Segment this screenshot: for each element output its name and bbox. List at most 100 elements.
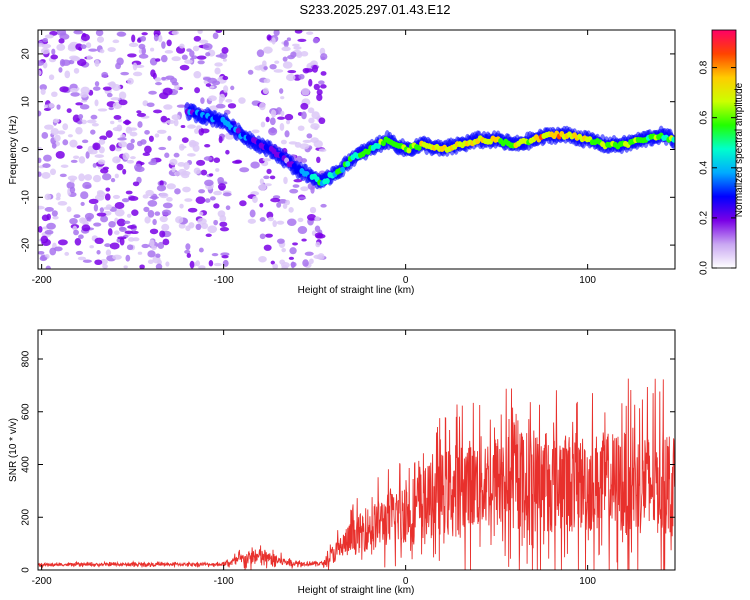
spectrogram-noise-cell: [125, 254, 131, 262]
spectrogram-noise-cell: [272, 263, 279, 269]
spectrogram-noise-cell: [159, 192, 169, 199]
spectrogram-noise-cell: [304, 251, 314, 256]
spectrogram-noise-cell: [308, 258, 314, 265]
spectrogram-noise-cell: [256, 49, 265, 58]
x-tick-label: -200: [32, 275, 52, 286]
spectrogram-noise-cell: [279, 123, 285, 131]
spectrogram-noise-cell: [81, 224, 91, 232]
spectrogram-noise-cell: [259, 217, 266, 222]
spectrogram-noise-cell: [93, 204, 99, 212]
spectrogram-noise-cell: [284, 130, 290, 138]
spectrogram-noise-cell: [86, 119, 97, 124]
spectrogram-noise-cell: [51, 48, 56, 55]
spectrogram-noise-cell: [161, 41, 166, 49]
spectrogram-noise-cell: [308, 117, 315, 124]
spectrogram-noise-cell: [315, 241, 321, 248]
spectrogram-noise-cell: [282, 61, 293, 69]
spectrogram-noise-cell: [56, 43, 66, 51]
spectrogram-noise-cell: [308, 78, 313, 87]
spectrogram-noise-cell: [286, 37, 292, 42]
spectrogram-noise-cell: [215, 168, 220, 172]
spectrogram-noise-cell: [213, 190, 223, 196]
spectrogram-noise-cell: [85, 42, 92, 49]
spectrogram-noise-cell: [192, 45, 200, 52]
spectrogram-noise-cell: [214, 62, 223, 67]
spectrogram-noise-cell: [300, 186, 309, 192]
spectrogram-noise-cell: [260, 121, 266, 128]
spectrogram-noise-cell: [285, 119, 291, 125]
spectrogram-noise-cell: [140, 139, 147, 145]
spectrogram-noise-cell: [166, 39, 172, 47]
spectrogram-noise-cell: [230, 85, 235, 91]
spectrogram-noise-cell: [80, 191, 89, 200]
spectrogram-noise-cell: [107, 228, 113, 236]
spectrogram-noise-cell: [312, 37, 320, 44]
spectrogram-noise-cell: [118, 91, 127, 100]
spectrogram-noise-cell: [184, 59, 193, 64]
spectrogram-noise-cell: [259, 233, 266, 240]
spectrogram-noise-cell: [144, 129, 150, 135]
spectrogram-noise-cell: [60, 164, 69, 168]
spectrogram-noise-cell: [88, 198, 99, 205]
spectrogram-noise-cell: [76, 58, 87, 67]
spectrogram-noise-cell: [219, 227, 230, 232]
spectrogram-noise-cell: [225, 205, 231, 211]
spectrogram-noise-cell: [115, 147, 122, 152]
spectrogram-noise-cell: [162, 87, 173, 96]
spectrogram-noise-cell: [266, 34, 272, 41]
spectrogram-noise-cell: [169, 158, 178, 166]
spectrogram-noise-cell: [51, 142, 57, 149]
spectrogram-noise-cell: [259, 203, 264, 208]
spectrogram-noise-cell: [187, 153, 196, 157]
spectrogram-noise-cell: [217, 183, 226, 191]
spectrogram-noise-cell: [123, 220, 131, 224]
spectrogram-noise-cell: [301, 238, 307, 242]
spectrogram-noise-cell: [288, 141, 298, 145]
spectrogram-noise-cell: [130, 138, 135, 144]
spectrogram-noise-cell: [80, 119, 87, 125]
spectrogram-noise-cell: [155, 58, 161, 62]
spectrogram-noise-cell: [150, 47, 155, 52]
spectrogram-noise-cell: [130, 156, 136, 160]
spectrogram-noise-cell: [147, 250, 156, 258]
spectrogram-noise-cell: [75, 102, 83, 106]
spectrogram-noise-cell: [171, 81, 179, 86]
spectrogram-noise-cell: [105, 130, 113, 138]
spectrogram-noise-cell: [318, 117, 326, 125]
spectrogram-noise-cell: [162, 202, 173, 209]
spectrogram-noise-cell: [155, 263, 163, 269]
spectrogram-noise-cell: [262, 60, 267, 67]
spectrogram-noise-cell: [292, 184, 300, 188]
spectrogram-noise-cell: [280, 139, 287, 145]
spectrogram-noise-cell: [67, 134, 73, 138]
spectrogram-noise-cell: [102, 86, 112, 91]
spectrogram-noise-cell: [320, 84, 327, 89]
spectrogram-noise-cell: [288, 256, 295, 260]
spectrogram-noise-cell: [304, 68, 314, 73]
spectrogram-noise-cell: [44, 34, 54, 39]
spectrogram-noise-cell: [157, 259, 162, 265]
spectrogram-noise-cell: [161, 223, 170, 231]
spectrogram-noise-cell: [97, 108, 108, 112]
spectrogram-noise-cell: [302, 139, 312, 143]
spectrogram-noise-cell: [196, 55, 207, 60]
spectrogram-noise-cell: [80, 44, 87, 50]
spectrogram-noise-cell: [174, 188, 181, 195]
spectrogram-noise-cell: [173, 152, 180, 158]
spectrogram-noise-cell: [126, 142, 135, 151]
spectrogram-noise-cell: [271, 37, 276, 45]
spectrogram-noise-cell: [41, 171, 51, 179]
spectrogram-noise-cell: [102, 173, 112, 181]
spectrogram-noise-cell: [194, 128, 199, 135]
ridge-core-cell: [235, 127, 241, 134]
spectrogram-noise-cell: [175, 216, 184, 224]
x-tick-label: -100: [214, 275, 234, 286]
spectrogram-noise-cell: [108, 106, 114, 111]
spectrogram-noise-cell: [115, 158, 121, 163]
spectrogram-noise-cell: [69, 186, 76, 194]
spectrogram-noise-cell: [204, 198, 211, 203]
spectrogram-noise-cell: [265, 233, 273, 238]
spectrogram-noise-cell: [297, 38, 307, 43]
spectrogram-noise-cell: [222, 58, 227, 62]
